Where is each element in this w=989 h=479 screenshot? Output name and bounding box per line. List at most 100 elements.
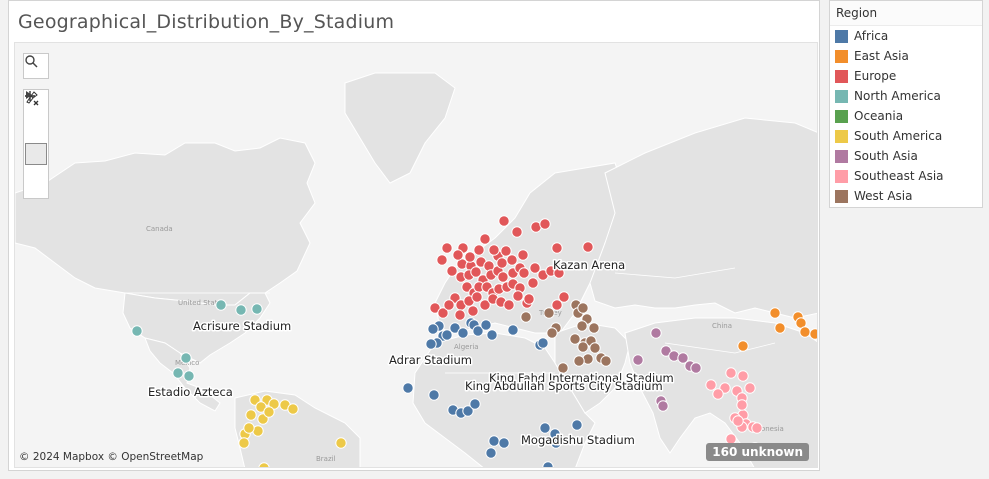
stadium-point-europe[interactable] bbox=[446, 265, 458, 277]
stadium-point-southeast-asia[interactable] bbox=[744, 382, 756, 394]
stadium-point-west-asia[interactable] bbox=[569, 333, 581, 345]
stadium-point-west-asia[interactable] bbox=[573, 355, 585, 367]
expand-toolbar-button[interactable] bbox=[24, 91, 48, 192]
stadium-point-europe[interactable] bbox=[500, 245, 512, 257]
stadium-point-south-asia[interactable] bbox=[660, 345, 672, 357]
stadium-point-europe[interactable] bbox=[527, 277, 539, 289]
stadium-point-europe[interactable] bbox=[539, 218, 551, 230]
stadium-point-europe[interactable] bbox=[467, 305, 479, 317]
stadium-point-north-america[interactable] bbox=[215, 299, 227, 311]
stadium-point-africa[interactable] bbox=[550, 437, 562, 449]
stadium-points[interactable] bbox=[131, 215, 818, 468]
stadium-point-africa[interactable] bbox=[542, 461, 554, 468]
stadium-point-europe[interactable] bbox=[496, 257, 508, 269]
stadium-point-south-asia[interactable] bbox=[677, 352, 689, 364]
stadium-point-west-asia[interactable] bbox=[577, 341, 589, 353]
stadium-point-southeast-asia[interactable] bbox=[737, 370, 749, 382]
stadium-point-southeast-asia[interactable] bbox=[732, 415, 744, 427]
stadium-point-africa[interactable] bbox=[449, 322, 461, 334]
legend-item-west-asia[interactable]: West Asia bbox=[830, 186, 982, 206]
stadium-point-europe[interactable] bbox=[441, 242, 453, 254]
stadium-point-west-asia[interactable] bbox=[546, 327, 558, 339]
stadium-point-africa[interactable] bbox=[441, 329, 453, 341]
stadium-point-europe[interactable] bbox=[517, 249, 529, 261]
stadium-point-north-america[interactable] bbox=[251, 303, 263, 315]
stadium-point-europe[interactable] bbox=[518, 267, 530, 279]
stadium-point-north-america[interactable] bbox=[235, 304, 247, 316]
stadium-point-africa[interactable] bbox=[402, 382, 414, 394]
stadium-point-south-asia[interactable] bbox=[657, 400, 669, 412]
stadium-point-europe[interactable] bbox=[470, 266, 482, 278]
legend-item-north-america[interactable]: North America bbox=[830, 86, 982, 106]
stadium-point-west-asia[interactable] bbox=[543, 307, 555, 319]
stadium-point-south-asia[interactable] bbox=[650, 327, 662, 339]
stadium-point-africa[interactable] bbox=[507, 324, 519, 336]
stadium-point-east-asia[interactable] bbox=[769, 307, 781, 319]
stadium-point-europe[interactable] bbox=[523, 293, 535, 305]
legend-item-south-america[interactable]: South America bbox=[830, 126, 982, 146]
stadium-point-africa[interactable] bbox=[462, 405, 474, 417]
stadium-point-south-america[interactable] bbox=[243, 422, 255, 434]
stadium-point-africa[interactable] bbox=[469, 398, 481, 410]
stadium-point-africa[interactable] bbox=[488, 435, 500, 447]
stadium-point-europe[interactable] bbox=[511, 226, 523, 238]
stadium-point-europe[interactable] bbox=[551, 242, 563, 254]
stadium-point-europe[interactable] bbox=[429, 302, 441, 314]
stadium-point-east-asia[interactable] bbox=[799, 326, 811, 338]
stadium-point-europe[interactable] bbox=[582, 241, 594, 253]
stadium-point-africa[interactable] bbox=[571, 419, 583, 431]
legend-item-oceania[interactable]: Oceania bbox=[830, 106, 982, 126]
pan-select-button[interactable] bbox=[25, 91, 47, 165]
stadium-point-southeast-asia[interactable] bbox=[725, 367, 737, 379]
stadium-point-europe[interactable] bbox=[464, 251, 476, 263]
stadium-point-west-asia[interactable] bbox=[577, 302, 589, 314]
map-attribution[interactable]: © 2024 Mapbox © OpenStreetMap bbox=[19, 451, 204, 463]
stadium-point-europe[interactable] bbox=[558, 291, 570, 303]
stadium-point-north-america[interactable] bbox=[183, 370, 195, 382]
stadium-point-europe[interactable] bbox=[436, 254, 448, 266]
stadium-point-southeast-asia[interactable] bbox=[736, 399, 748, 411]
stadium-point-africa[interactable] bbox=[427, 323, 439, 335]
stadium-point-south-america[interactable] bbox=[263, 406, 275, 418]
stadium-point-europe[interactable] bbox=[443, 299, 455, 311]
stadium-point-europe[interactable] bbox=[452, 249, 464, 261]
stadium-point-africa[interactable] bbox=[428, 389, 440, 401]
stadium-point-africa[interactable] bbox=[457, 327, 469, 339]
stadium-point-west-asia[interactable] bbox=[557, 362, 569, 374]
stadium-point-europe[interactable] bbox=[529, 262, 541, 274]
stadium-point-south-america[interactable] bbox=[268, 398, 280, 410]
stadium-point-africa[interactable] bbox=[486, 329, 498, 341]
map-search-control[interactable] bbox=[23, 53, 49, 79]
stadium-point-southeast-asia[interactable] bbox=[705, 379, 717, 391]
stadium-point-west-asia[interactable] bbox=[576, 320, 588, 332]
stadium-point-south-america[interactable] bbox=[287, 403, 299, 415]
stadium-point-southeast-asia[interactable] bbox=[712, 388, 724, 400]
stadium-point-south-america[interactable] bbox=[255, 401, 267, 413]
stadium-point-west-asia[interactable] bbox=[588, 322, 600, 334]
stadium-point-africa[interactable] bbox=[539, 422, 551, 434]
stadium-point-north-america[interactable] bbox=[180, 352, 192, 364]
stadium-point-europe[interactable] bbox=[479, 233, 491, 245]
stadium-point-west-asia[interactable] bbox=[589, 342, 601, 354]
stadium-point-south-america[interactable] bbox=[238, 437, 250, 449]
stadium-point-europe[interactable] bbox=[488, 244, 500, 256]
search-icon[interactable] bbox=[24, 54, 48, 78]
stadium-point-south-asia[interactable] bbox=[690, 362, 702, 374]
stadium-point-europe[interactable] bbox=[512, 290, 524, 302]
stadium-point-africa[interactable] bbox=[537, 337, 549, 349]
stadium-point-north-america[interactable] bbox=[172, 367, 184, 379]
unknown-count-badge[interactable]: 160 unknown bbox=[706, 443, 809, 461]
stadium-point-west-asia[interactable] bbox=[600, 355, 612, 367]
stadium-point-europe[interactable] bbox=[479, 299, 491, 311]
stadium-point-africa[interactable] bbox=[425, 338, 437, 350]
legend-item-south-asia[interactable]: South Asia bbox=[830, 146, 982, 166]
stadium-point-europe[interactable] bbox=[473, 244, 485, 256]
map-view[interactable]: Canada United States Mexico Brazil Alger… bbox=[14, 42, 818, 468]
stadium-point-europe[interactable] bbox=[551, 299, 563, 311]
stadium-point-europe[interactable] bbox=[553, 267, 565, 279]
stadium-point-africa[interactable] bbox=[498, 437, 510, 449]
stadium-point-south-asia[interactable] bbox=[632, 354, 644, 366]
stadium-point-europe[interactable] bbox=[498, 215, 510, 227]
stadium-point-west-asia[interactable] bbox=[520, 311, 532, 323]
stadium-point-africa[interactable] bbox=[472, 325, 484, 337]
